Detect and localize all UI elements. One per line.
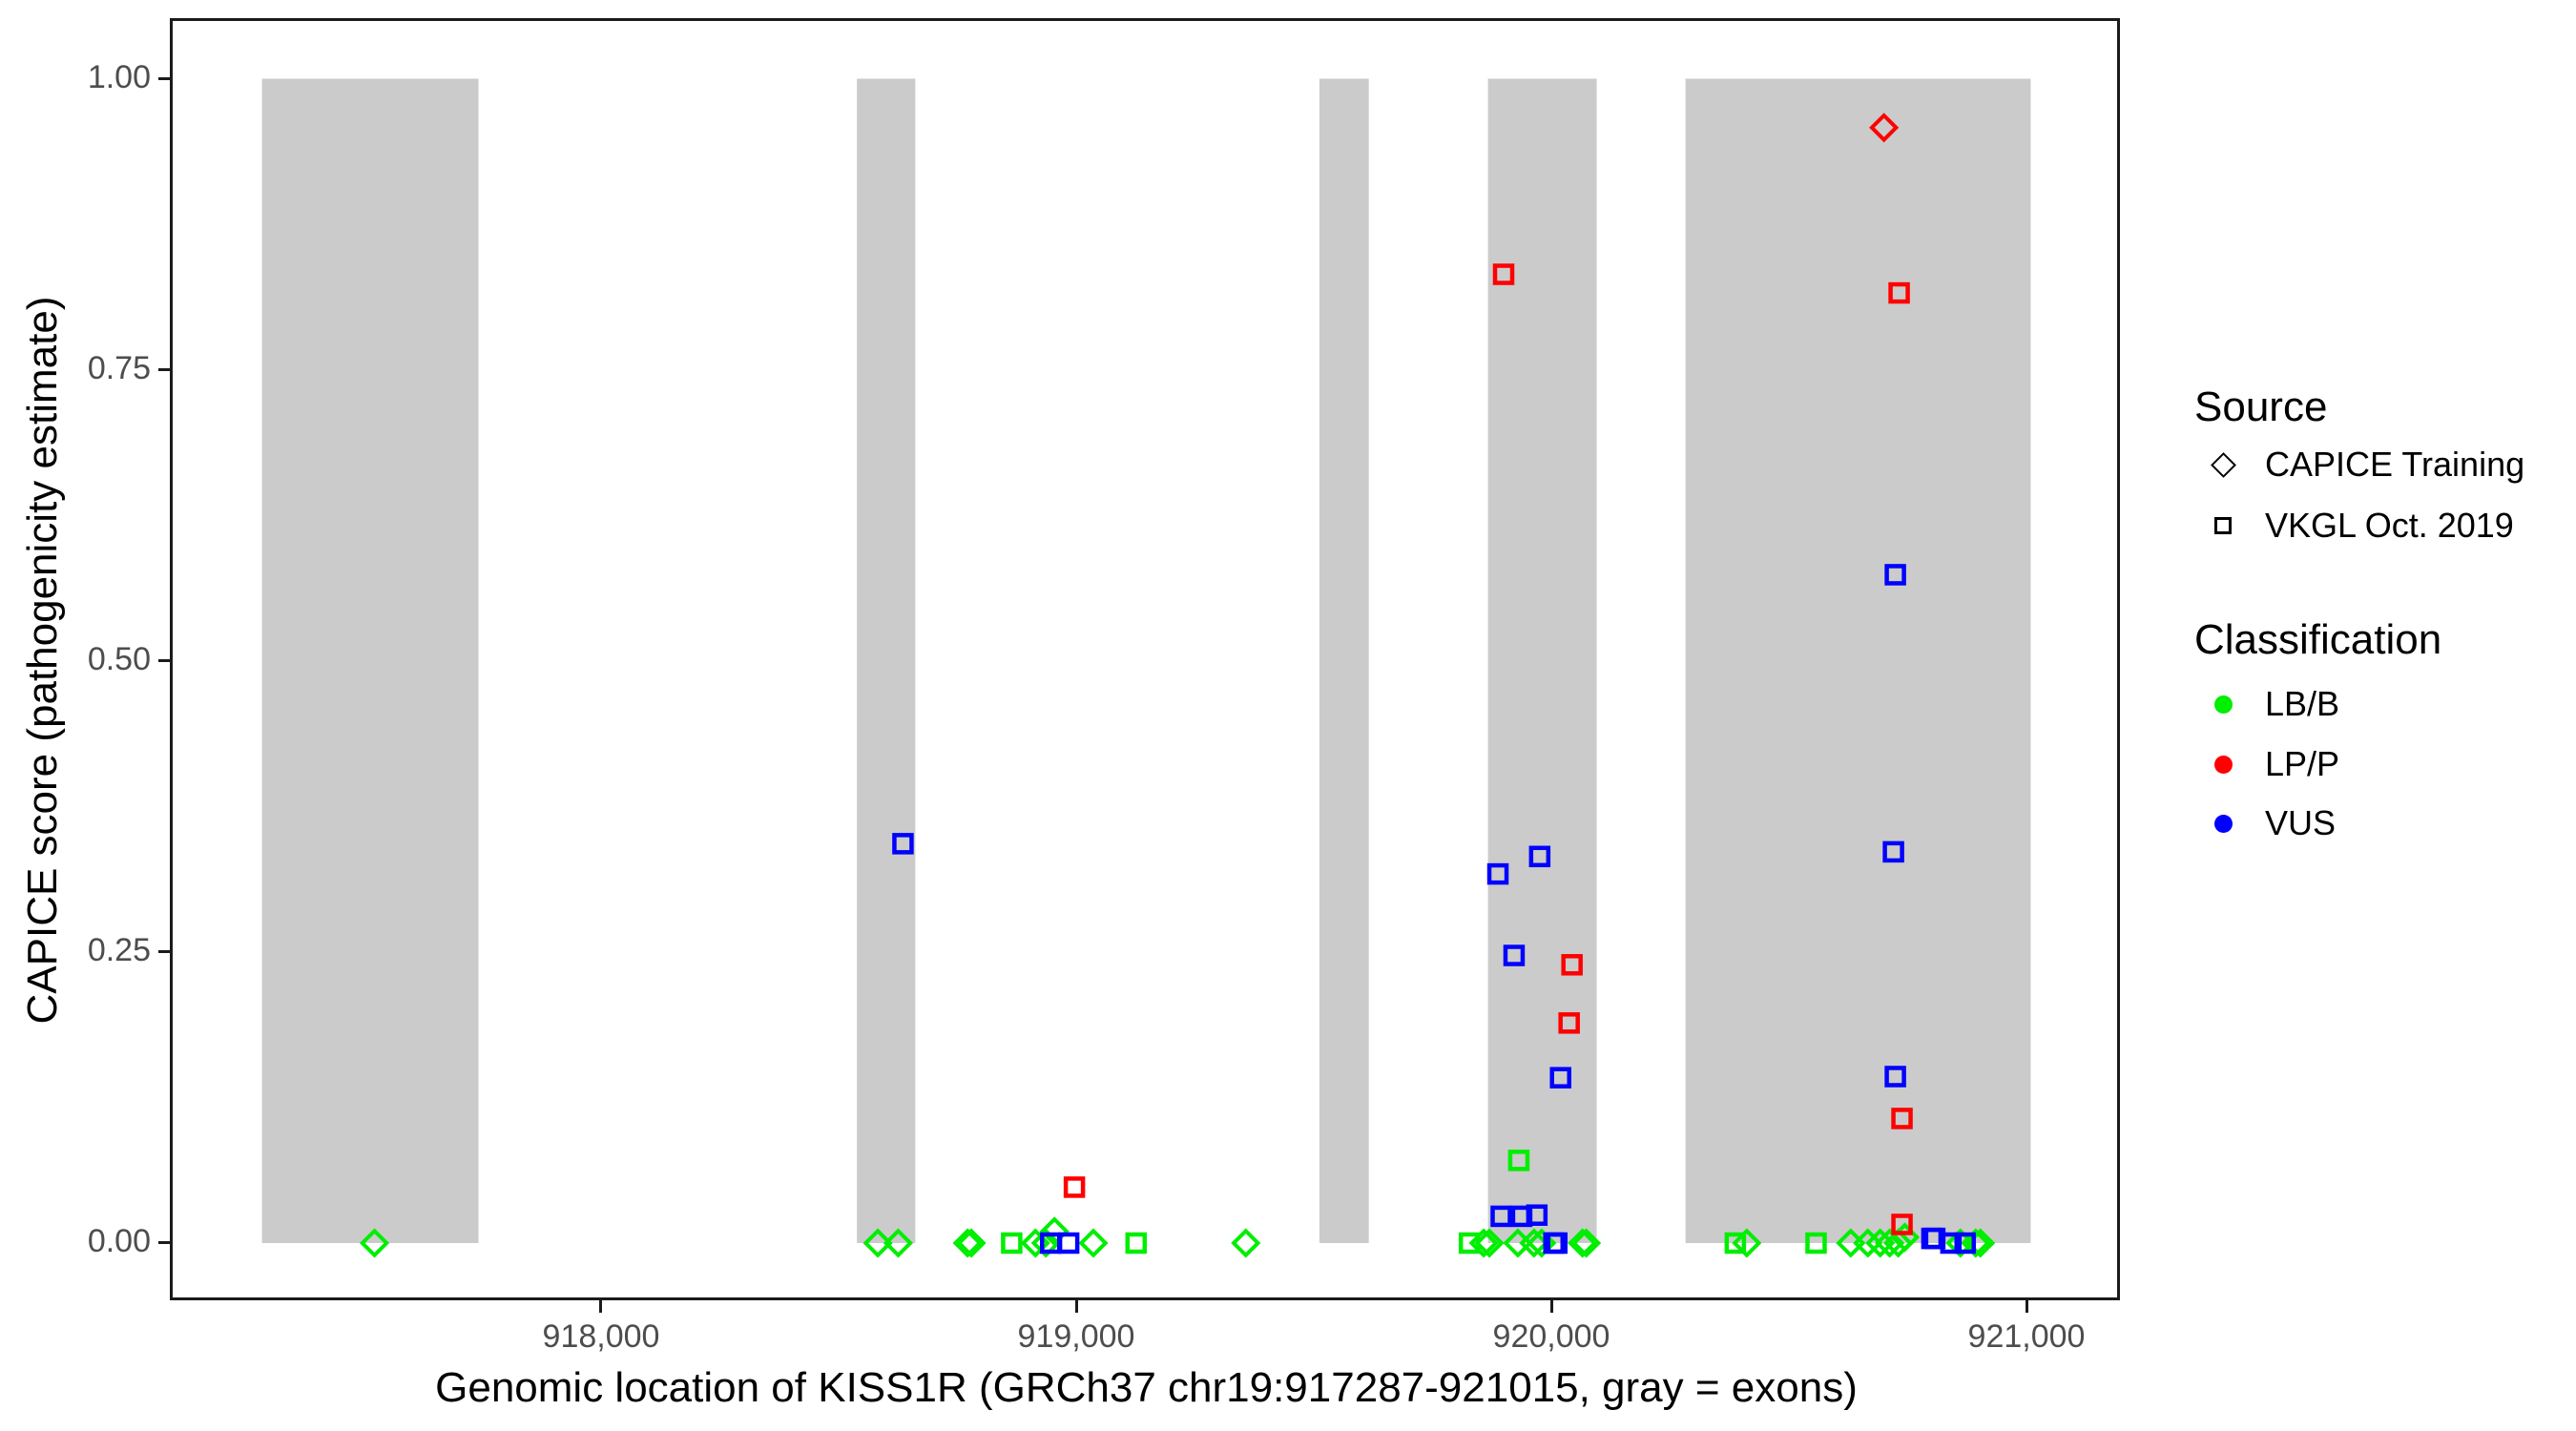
legend-item-label: LB/B — [2265, 684, 2340, 723]
x-tick-label: 921,000 — [1967, 1318, 2086, 1355]
y-tick-mark — [158, 659, 171, 662]
x-tick-label: 919,000 — [1017, 1318, 1135, 1355]
legend-item-label: LP/P — [2265, 744, 2340, 783]
legend-item-capice-training: CAPICE Training — [2200, 442, 2524, 487]
y-tick-mark — [158, 950, 171, 953]
y-tick-label: 0.00 — [87, 1223, 151, 1259]
legend-item-lpp: LP/P — [2200, 741, 2339, 787]
red-dot-icon — [2200, 755, 2246, 774]
legend-classification-title: Classification — [2194, 616, 2442, 663]
legend-source-title: Source — [2194, 384, 2328, 430]
legend-item-vus: VUS — [2200, 800, 2336, 846]
y-tick-mark — [158, 368, 171, 371]
blue-dot-icon — [2200, 814, 2246, 833]
x-tick-mark — [1550, 1300, 1553, 1313]
square-key-icon — [2200, 517, 2246, 534]
y-axis-title: CAPICE score (pathogenicity estimate) — [19, 296, 66, 1025]
y-tick-mark — [158, 77, 171, 80]
plot-panel — [170, 18, 2120, 1300]
x-axis-title: Genomic location of KISS1R (GRCh37 chr19… — [435, 1364, 1858, 1411]
legend-item-label: VKGL Oct. 2019 — [2265, 506, 2514, 545]
x-tick-label: 918,000 — [542, 1318, 660, 1355]
legend-item-label: VUS — [2265, 803, 2337, 842]
legend-item-lbb: LB/B — [2200, 681, 2339, 727]
y-tick-label: 0.50 — [87, 641, 151, 677]
legend-item-vkgl: VKGL Oct. 2019 — [2200, 503, 2514, 549]
y-tick-label: 0.75 — [87, 350, 151, 386]
x-tick-mark — [599, 1300, 602, 1313]
x-tick-mark — [1075, 1300, 1078, 1313]
x-tick-mark — [2025, 1300, 2028, 1313]
x-tick-label: 920,000 — [1492, 1318, 1610, 1355]
green-dot-icon — [2200, 695, 2246, 714]
y-tick-label: 0.25 — [87, 932, 151, 968]
y-tick-label: 1.00 — [87, 59, 151, 95]
legend-item-label: CAPICE Training — [2265, 445, 2525, 484]
diamond-key-icon — [2200, 451, 2246, 478]
y-tick-mark — [158, 1241, 171, 1244]
